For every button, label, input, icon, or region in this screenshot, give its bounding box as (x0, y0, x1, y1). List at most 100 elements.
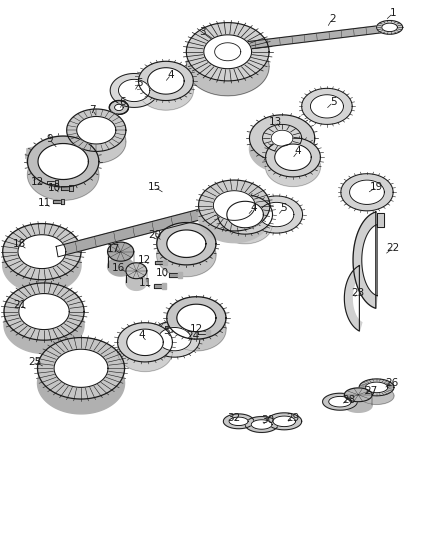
Polygon shape (328, 397, 351, 407)
Polygon shape (27, 146, 39, 156)
Polygon shape (38, 337, 124, 399)
Text: 10: 10 (156, 268, 169, 278)
Polygon shape (322, 393, 357, 410)
Polygon shape (350, 180, 385, 205)
Text: 5: 5 (163, 326, 170, 336)
Polygon shape (60, 199, 64, 204)
Polygon shape (4, 296, 84, 353)
Polygon shape (218, 205, 272, 244)
Text: 18: 18 (13, 239, 26, 249)
Polygon shape (26, 151, 38, 161)
Text: 3: 3 (199, 27, 206, 37)
Polygon shape (27, 156, 39, 167)
Polygon shape (186, 37, 269, 96)
Text: 30: 30 (261, 415, 274, 425)
Polygon shape (115, 104, 123, 111)
Polygon shape (267, 413, 302, 430)
Polygon shape (110, 74, 158, 108)
Polygon shape (53, 200, 61, 203)
Polygon shape (223, 414, 254, 429)
Polygon shape (259, 203, 294, 227)
Polygon shape (250, 115, 315, 161)
Polygon shape (108, 257, 134, 276)
Text: 24: 24 (186, 332, 200, 342)
Text: 4: 4 (138, 330, 145, 341)
Polygon shape (271, 130, 293, 146)
Polygon shape (110, 101, 128, 114)
Polygon shape (3, 223, 81, 280)
Polygon shape (178, 272, 182, 278)
Text: 16: 16 (112, 263, 126, 272)
Text: 11: 11 (38, 198, 52, 208)
Polygon shape (55, 180, 58, 185)
Polygon shape (275, 144, 311, 171)
Text: 17: 17 (107, 244, 120, 254)
Polygon shape (138, 71, 193, 110)
Polygon shape (262, 124, 302, 152)
Polygon shape (138, 61, 193, 101)
Polygon shape (245, 417, 278, 432)
Polygon shape (126, 274, 147, 290)
Polygon shape (344, 388, 372, 402)
Polygon shape (344, 265, 362, 331)
Polygon shape (148, 68, 184, 94)
Polygon shape (126, 263, 147, 279)
Polygon shape (56, 197, 250, 257)
Text: 26: 26 (385, 378, 399, 388)
Polygon shape (38, 143, 88, 180)
Polygon shape (177, 304, 216, 332)
Polygon shape (198, 180, 270, 231)
Polygon shape (265, 138, 321, 177)
Polygon shape (344, 399, 372, 413)
Polygon shape (38, 352, 124, 414)
Text: 12: 12 (138, 255, 151, 265)
Polygon shape (302, 88, 352, 124)
Text: 12: 12 (190, 324, 203, 334)
Polygon shape (4, 283, 84, 340)
Polygon shape (67, 109, 126, 151)
Polygon shape (117, 322, 173, 362)
Text: 4: 4 (295, 146, 301, 156)
Polygon shape (28, 149, 99, 200)
Polygon shape (218, 195, 272, 234)
Text: 5: 5 (280, 203, 287, 213)
Polygon shape (265, 147, 321, 187)
Polygon shape (67, 120, 126, 163)
Polygon shape (54, 349, 108, 387)
Polygon shape (19, 294, 69, 329)
Polygon shape (377, 214, 385, 227)
Text: 1: 1 (390, 8, 396, 18)
Polygon shape (149, 321, 200, 357)
Polygon shape (167, 297, 226, 339)
Text: 27: 27 (364, 386, 377, 396)
Text: 4: 4 (168, 70, 174, 79)
Polygon shape (47, 181, 56, 184)
Text: 15: 15 (148, 182, 161, 192)
Polygon shape (341, 174, 393, 211)
Text: 20: 20 (148, 230, 161, 240)
Text: 9: 9 (46, 134, 53, 144)
Polygon shape (157, 222, 216, 265)
Text: 4: 4 (251, 203, 257, 213)
Text: 32: 32 (228, 413, 241, 423)
Polygon shape (243, 24, 391, 50)
Text: 12: 12 (31, 176, 44, 187)
Text: 5: 5 (137, 77, 143, 87)
Polygon shape (18, 235, 66, 269)
Polygon shape (359, 379, 394, 396)
Text: 10: 10 (48, 183, 61, 193)
Text: 6: 6 (119, 97, 126, 107)
Text: 28: 28 (342, 395, 355, 405)
Polygon shape (273, 416, 296, 426)
Polygon shape (251, 419, 272, 429)
Text: 19: 19 (370, 182, 383, 192)
Polygon shape (377, 20, 403, 34)
Polygon shape (359, 387, 394, 405)
Text: 25: 25 (29, 357, 42, 367)
Polygon shape (213, 191, 255, 220)
Polygon shape (127, 329, 163, 356)
Polygon shape (215, 43, 241, 61)
Polygon shape (28, 136, 99, 187)
Polygon shape (77, 116, 116, 144)
Polygon shape (163, 260, 167, 265)
